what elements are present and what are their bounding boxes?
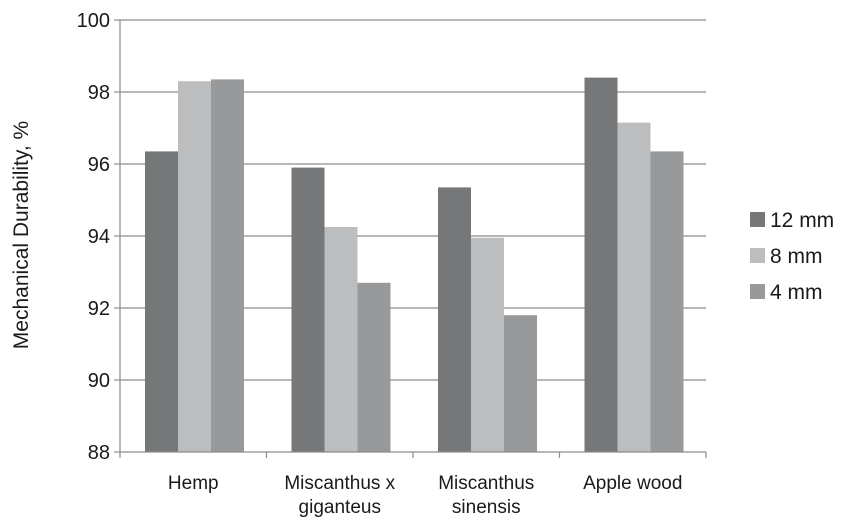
legend-swatch-4mm xyxy=(750,284,765,299)
bar-8mm-2 xyxy=(471,238,504,452)
x-category-labels: Hemp Miscanthus x giganteus Miscanthus sinen… xyxy=(168,473,682,518)
legend-swatch-12mm xyxy=(750,212,765,227)
bar-12mm-2 xyxy=(438,187,471,452)
x-category-label-line: Miscanthus xyxy=(438,473,534,494)
bar-4mm-0 xyxy=(211,79,244,452)
legend-label: 12 mm xyxy=(770,209,834,232)
y-tick-label: 94 xyxy=(88,226,110,248)
y-tick-label: 98 xyxy=(88,82,110,104)
y-tick-label: 88 xyxy=(88,442,110,464)
legend-swatch-8mm xyxy=(750,248,765,263)
x-category-label-line: sinensis xyxy=(452,497,521,518)
bar-8mm-1 xyxy=(325,227,358,452)
x-category-label-line: Apple wood xyxy=(583,473,682,494)
legend-label: 4 mm xyxy=(770,281,823,304)
x-category-label: Miscanthus x giganteus xyxy=(284,473,395,518)
y-tick-label: 90 xyxy=(88,370,110,392)
bar-4mm-1 xyxy=(358,283,391,452)
bar-12mm-3 xyxy=(585,78,618,452)
bar-8mm-3 xyxy=(618,123,651,452)
y-tick-label: 92 xyxy=(88,298,110,320)
x-category-label: Hemp xyxy=(168,473,219,494)
x-category-label: Miscanthus sinensis xyxy=(438,473,534,518)
legend-label: 8 mm xyxy=(770,245,823,268)
x-category-label-line: Hemp xyxy=(168,473,219,494)
x-category-label-line: giganteus xyxy=(299,497,381,518)
bar-8mm-0 xyxy=(178,81,211,452)
bar-4mm-2 xyxy=(504,315,537,452)
bar-4mm-3 xyxy=(651,151,684,452)
x-category-label-line: Miscanthus x xyxy=(284,473,395,494)
bar-marks xyxy=(145,78,684,452)
legend: 12 mm 8 mm 4 mm xyxy=(750,209,834,304)
x-category-label: Apple wood xyxy=(583,473,682,494)
y-axis-title: Mechanical Durability, % xyxy=(10,121,33,349)
y-tick-label: 100 xyxy=(77,10,110,32)
y-tick-labels: 88 90 92 94 96 98 100 xyxy=(77,10,110,464)
bar-12mm-1 xyxy=(292,168,325,452)
bar-12mm-0 xyxy=(145,151,178,452)
y-tick-label: 96 xyxy=(88,154,110,176)
